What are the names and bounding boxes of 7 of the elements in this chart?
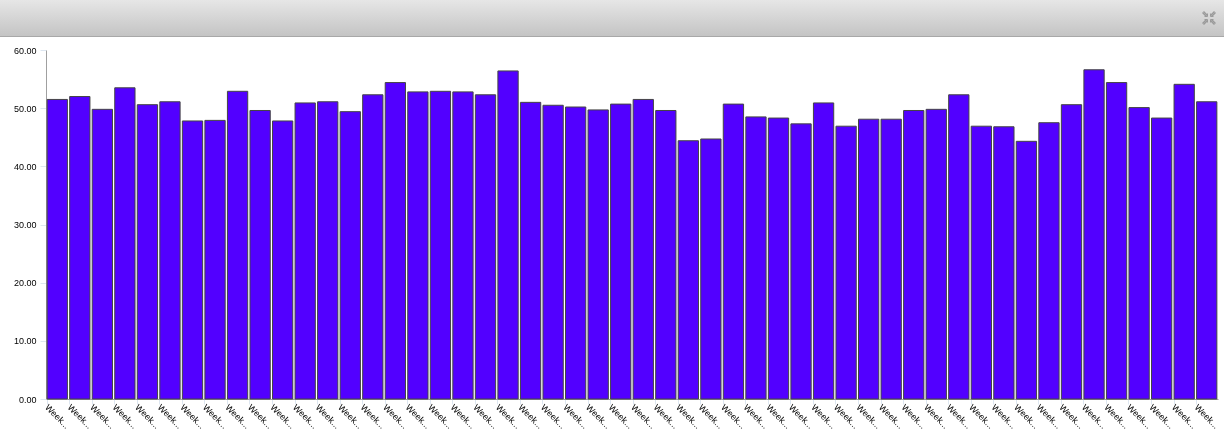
y-tick-label: 50.00 [13,103,37,114]
y-tick-label: 0.00 [18,394,37,405]
y-tick-label: 20.00 [13,278,37,289]
y-tick-label: 40.00 [13,161,37,172]
y-tick-label: 30.00 [13,220,37,230]
y-tick-label: 60.00 [13,45,37,56]
y-tick-label: 10.00 [13,336,37,347]
